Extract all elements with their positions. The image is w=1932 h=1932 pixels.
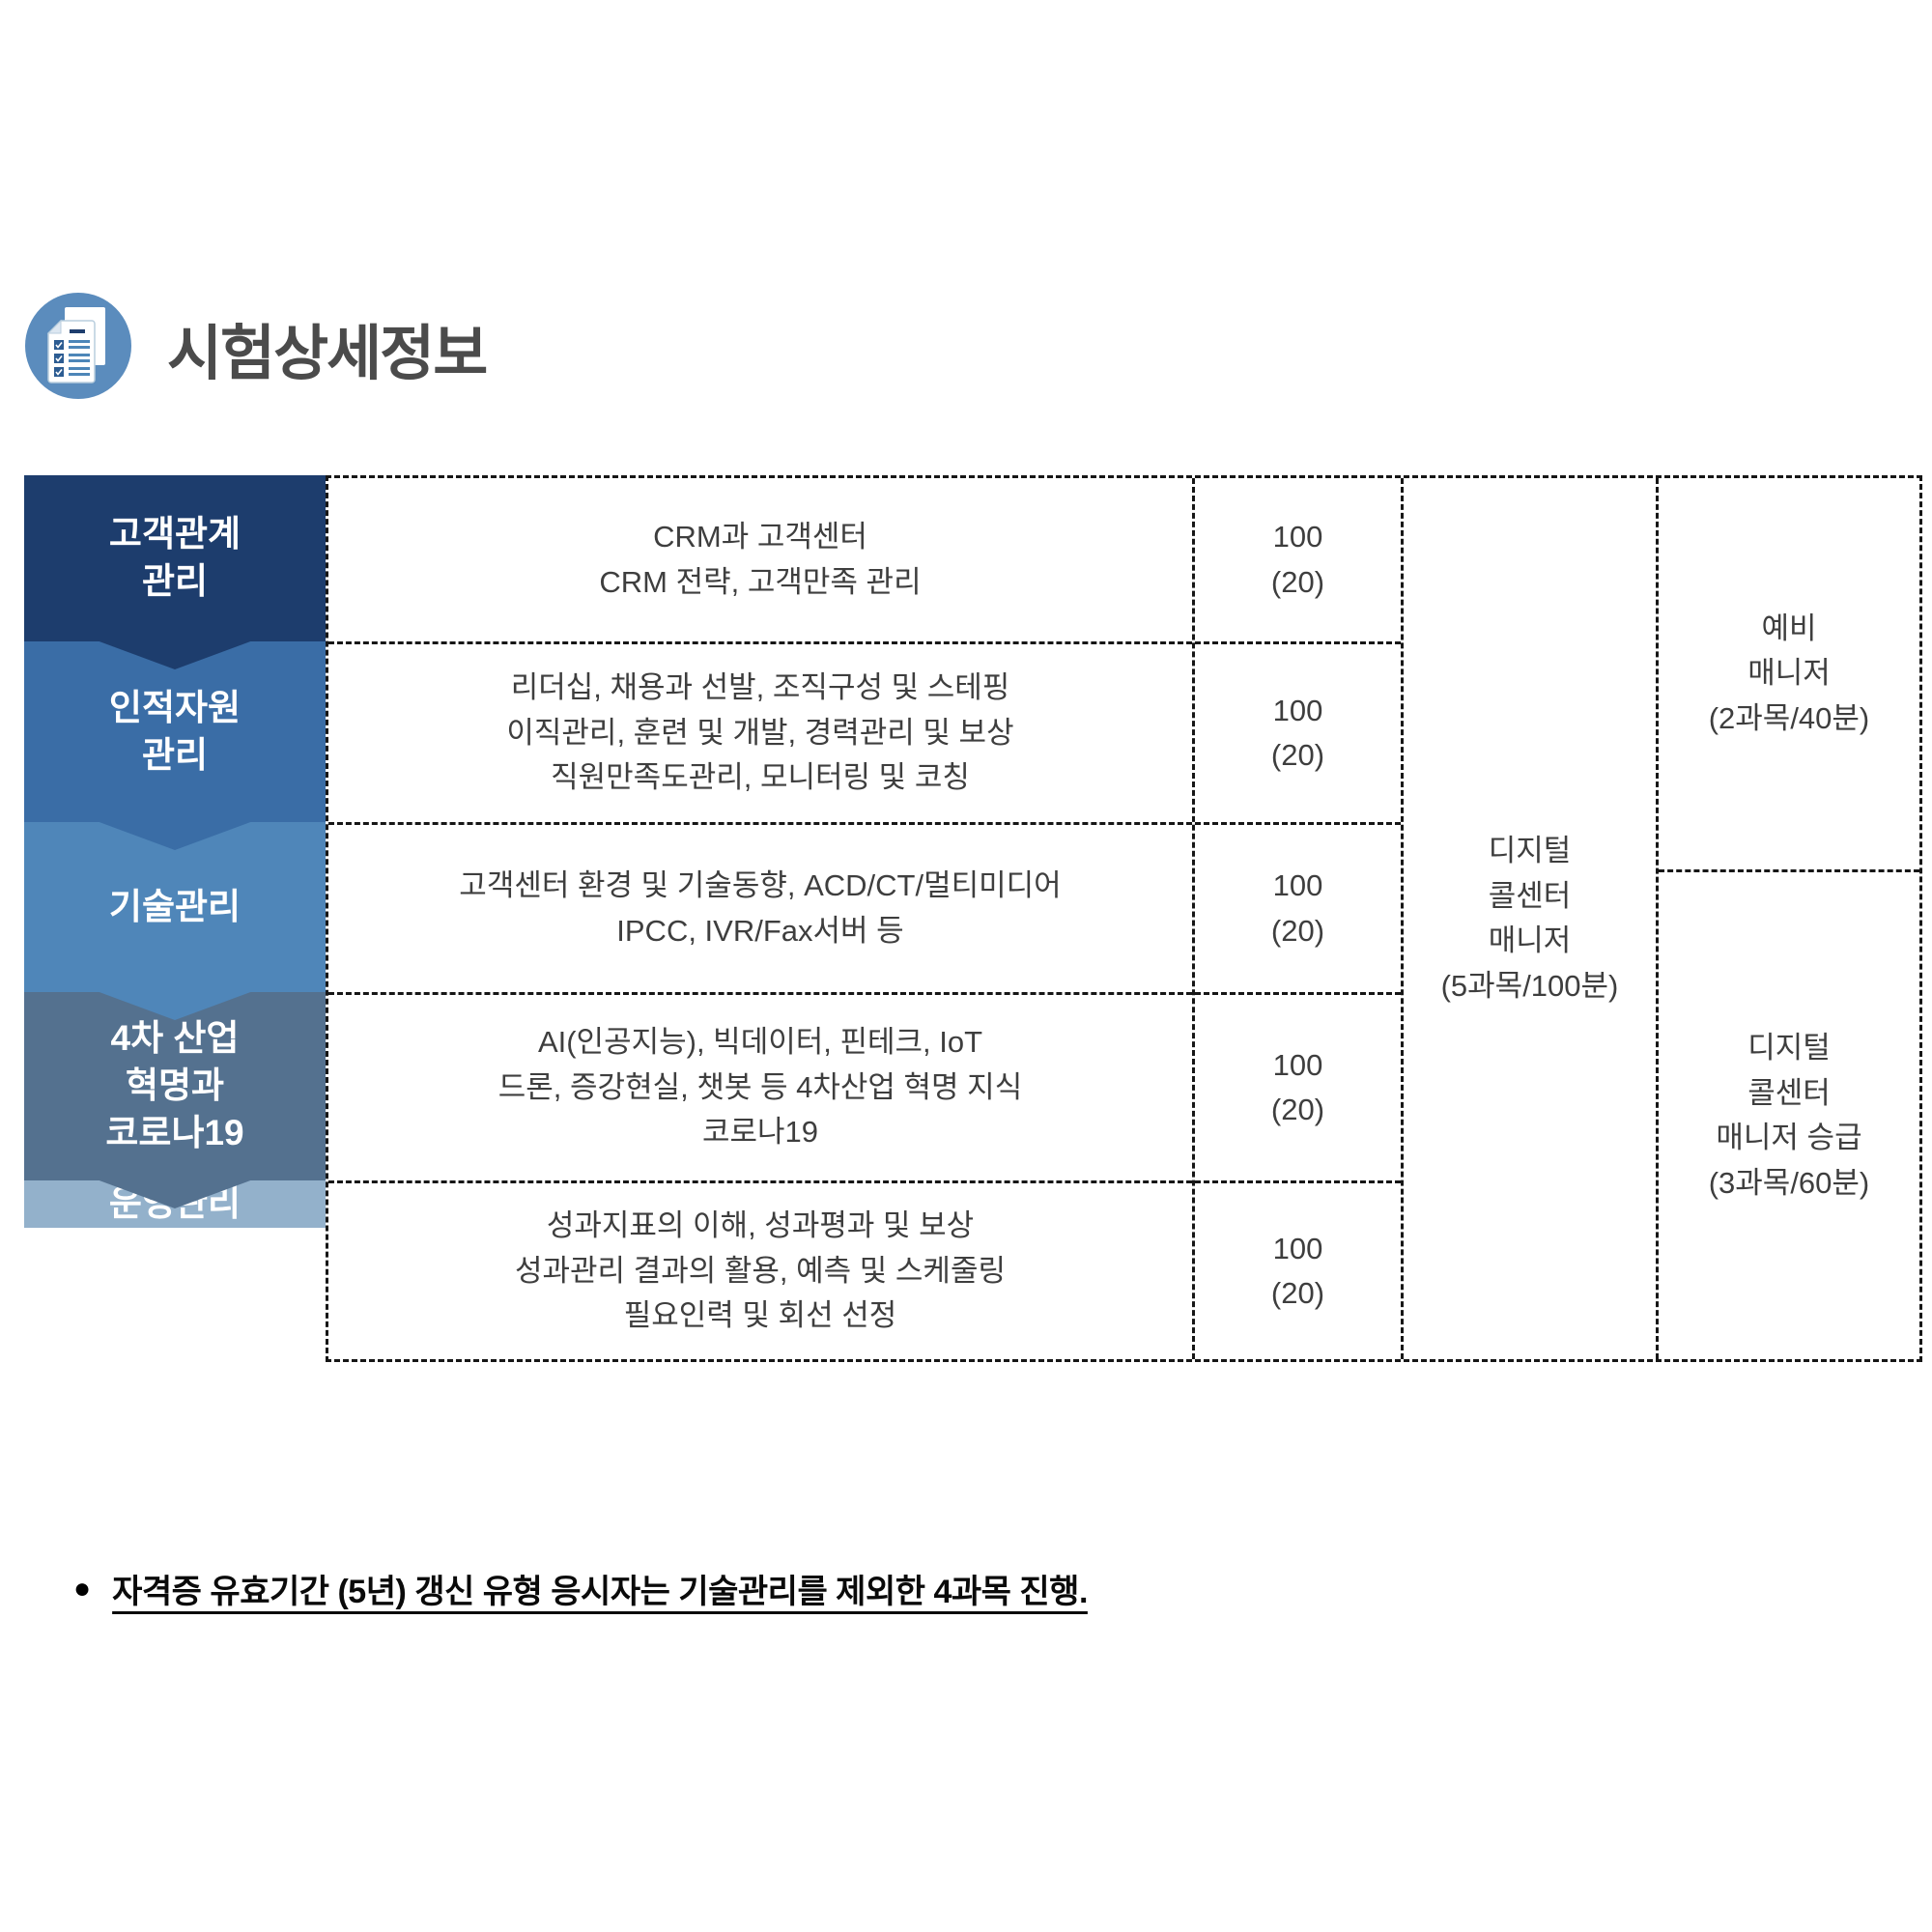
cert-main-cell: 디지털 콜센터 매니저 (5과목/100분) — [1440, 834, 1619, 1003]
subject-column: 고객관계 관리 인적자원 관리 기술관리 4차 산업 혁명과 코로나19 운영관… — [24, 475, 326, 1362]
score-cell: 100 (20) — [1195, 478, 1401, 644]
subject-label: 인적자원 관리 — [108, 687, 242, 775]
content-cell: AI(인공지능), 빅데이터, 핀테크, IoT 드론, 증강현실, 챗봇 등 … — [328, 995, 1192, 1183]
page-header: 시험상세정보 — [24, 292, 488, 405]
content-cell: 리더십, 채용과 선발, 조직구성 및 스테핑 이직관리, 훈련 및 개발, 경… — [328, 644, 1192, 825]
score-column: 100 (20) 100 (20) 100 (20) 100 (20) 100 … — [1192, 478, 1401, 1359]
subject-label: 4차 산업 혁명과 코로나19 — [105, 1018, 244, 1152]
subject-banner-hr: 인적자원 관리 — [24, 641, 326, 850]
cert-pre-manager-cell: 예비 매니저 (2과목/40분) — [1659, 478, 1919, 872]
score-cell: 100 (20) — [1195, 825, 1401, 995]
score-cell: 100 (20) — [1195, 644, 1401, 825]
content-cell: 고객센터 환경 및 기술동향, ACD/CT/멀티미디어 IPCC, IVR/F… — [328, 825, 1192, 995]
content-cell: 성과지표의 이해, 성과평과 및 보상 성과관리 결과의 활용, 예측 및 스케… — [515, 1208, 1006, 1333]
cert-main-column: 디지털 콜센터 매니저 (5과목/100분) — [1401, 478, 1656, 1359]
score-cell: 100 (20) — [1195, 995, 1401, 1183]
subject-label: 기술관리 — [108, 886, 242, 926]
subject-label: 고객관계 관리 — [108, 514, 242, 601]
cert-right-column: 예비 매니저 (2과목/40분) 디지털 콜센터 매니저 승급 (3과목/60분… — [1656, 478, 1919, 1359]
bullet-icon: ● — [73, 1572, 92, 1605]
footnote-text: 자격증 유효기간 (5년) 갱신 유형 응시자는 기술관리를 제외한 4과목 진… — [112, 1574, 1088, 1610]
subject-banner-4th-industry: 4차 산업 혁명과 코로나19 — [24, 992, 326, 1208]
exam-detail-table: CRM과 고객센터 CRM 전략, 고객만족 관리 리더십, 채용과 선발, 조… — [326, 475, 1922, 1362]
document-checklist-icon — [24, 292, 132, 405]
subject-banner-crm: 고객관계 관리 — [24, 475, 326, 669]
footnote: ● 자격증 유효기간 (5년) 갱신 유형 응시자는 기술관리를 제외한 4과목… — [73, 1565, 1088, 1612]
page-title: 시험상세정보 — [167, 321, 488, 387]
cert-upgrade-cell: 디지털 콜센터 매니저 승급 (3과목/60분) — [1708, 1031, 1870, 1200]
score-cell: 100 (20) — [1270, 1231, 1325, 1311]
content-column: CRM과 고객센터 CRM 전략, 고객만족 관리 리더십, 채용과 선발, 조… — [328, 478, 1192, 1359]
content-cell: CRM과 고객센터 CRM 전략, 고객만족 관리 — [328, 478, 1192, 644]
